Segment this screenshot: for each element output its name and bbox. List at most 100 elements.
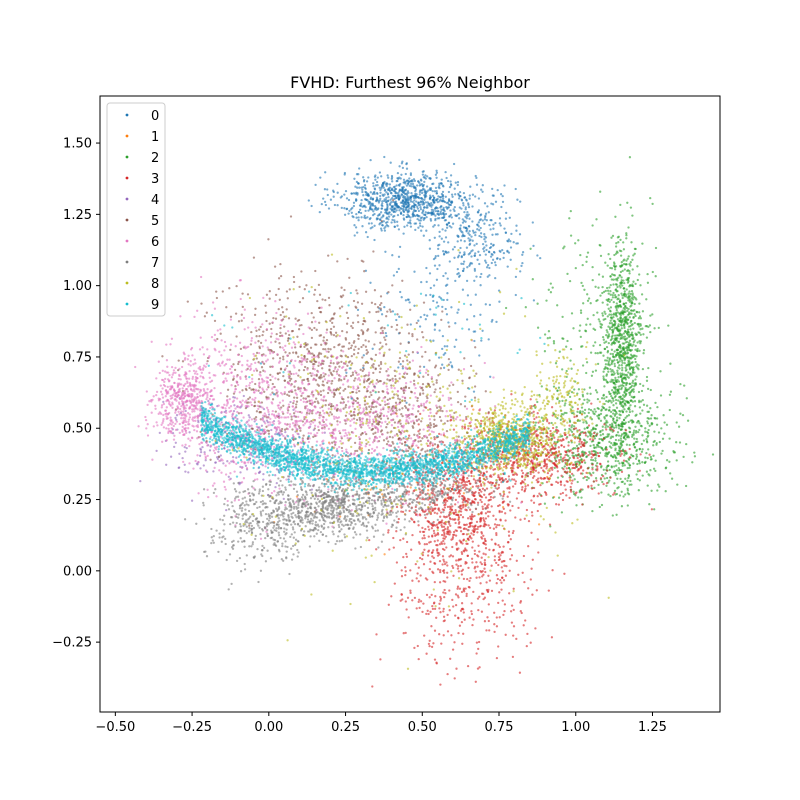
data-point [627, 420, 630, 424]
data-point [484, 570, 487, 574]
data-point [546, 420, 549, 423]
data-point [634, 425, 637, 428]
data-point [494, 263, 497, 267]
data-point [631, 410, 634, 413]
data-point [540, 466, 543, 470]
data-point [625, 320, 628, 324]
data-point [360, 186, 363, 189]
data-point [381, 204, 384, 208]
data-point [395, 318, 398, 322]
data-point [486, 205, 489, 208]
data-point [449, 517, 452, 521]
data-point [664, 490, 667, 493]
data-point [580, 281, 583, 285]
data-point [454, 193, 457, 196]
data-point [423, 198, 426, 201]
data-point [476, 501, 480, 504]
data-point [628, 406, 631, 409]
data-point [489, 492, 492, 495]
data-point [438, 235, 441, 238]
data-point [579, 472, 583, 475]
data-point [504, 512, 507, 515]
data-point [401, 204, 404, 208]
data-point [649, 417, 653, 420]
data-point [497, 601, 500, 605]
data-point [531, 593, 534, 596]
data-point [534, 627, 537, 630]
data-point [565, 437, 568, 440]
data-point [439, 611, 442, 614]
data-point [447, 190, 451, 194]
data-point [408, 203, 411, 206]
data-point [456, 311, 459, 314]
data-point [493, 559, 496, 562]
data-point [395, 184, 398, 187]
data-point [613, 409, 616, 412]
data-point [365, 193, 368, 196]
data-point [581, 284, 584, 288]
data-point [521, 251, 525, 254]
data-point [447, 206, 451, 209]
data-point [369, 227, 372, 230]
data-point [451, 648, 455, 651]
data-point [615, 339, 619, 342]
data-point [638, 469, 641, 472]
data-point [654, 275, 657, 278]
data-point [516, 198, 519, 201]
data-point [539, 483, 542, 487]
data-point [387, 199, 390, 202]
data-point [604, 289, 607, 293]
data-point [610, 325, 614, 329]
data-point [605, 476, 609, 480]
data-point [609, 476, 612, 479]
data-point [639, 333, 642, 336]
data-point [411, 518, 414, 521]
data-point [429, 560, 432, 563]
data-point [638, 315, 642, 318]
data-point [426, 609, 429, 612]
data-point [364, 209, 367, 213]
data-point [364, 231, 368, 234]
data-point [537, 480, 540, 483]
data-point [633, 313, 636, 316]
data-point [447, 221, 450, 225]
data-point [624, 338, 627, 341]
data-point [409, 591, 412, 595]
data-point [536, 302, 539, 305]
data-point [549, 291, 553, 294]
data-point [457, 547, 460, 550]
data-point [627, 361, 630, 364]
data-point [570, 367, 573, 370]
data-point [455, 472, 459, 476]
data-point [581, 443, 585, 447]
data-point [594, 369, 598, 372]
data-point [367, 176, 370, 179]
data-point [620, 264, 623, 267]
data-point [453, 345, 456, 348]
data-point [615, 307, 618, 310]
data-point [483, 202, 487, 205]
data-point [460, 552, 464, 556]
data-point [475, 520, 479, 524]
data-point [456, 267, 459, 271]
data-point [444, 503, 447, 506]
data-point [455, 543, 458, 546]
data-point [502, 465, 506, 469]
data-point [607, 292, 610, 295]
data-point [693, 455, 697, 458]
data-point [628, 447, 631, 451]
data-point [446, 528, 449, 531]
data-point [597, 492, 600, 495]
data-point [475, 561, 478, 564]
data-point [482, 592, 485, 596]
data-point [468, 482, 472, 485]
data-point [343, 213, 347, 216]
data-point [365, 180, 369, 183]
data-point [457, 308, 460, 311]
data-point [510, 464, 514, 467]
data-point [511, 531, 515, 535]
data-point [357, 211, 361, 214]
data-point [488, 475, 492, 478]
data-point [610, 394, 613, 398]
data-point [507, 530, 511, 533]
